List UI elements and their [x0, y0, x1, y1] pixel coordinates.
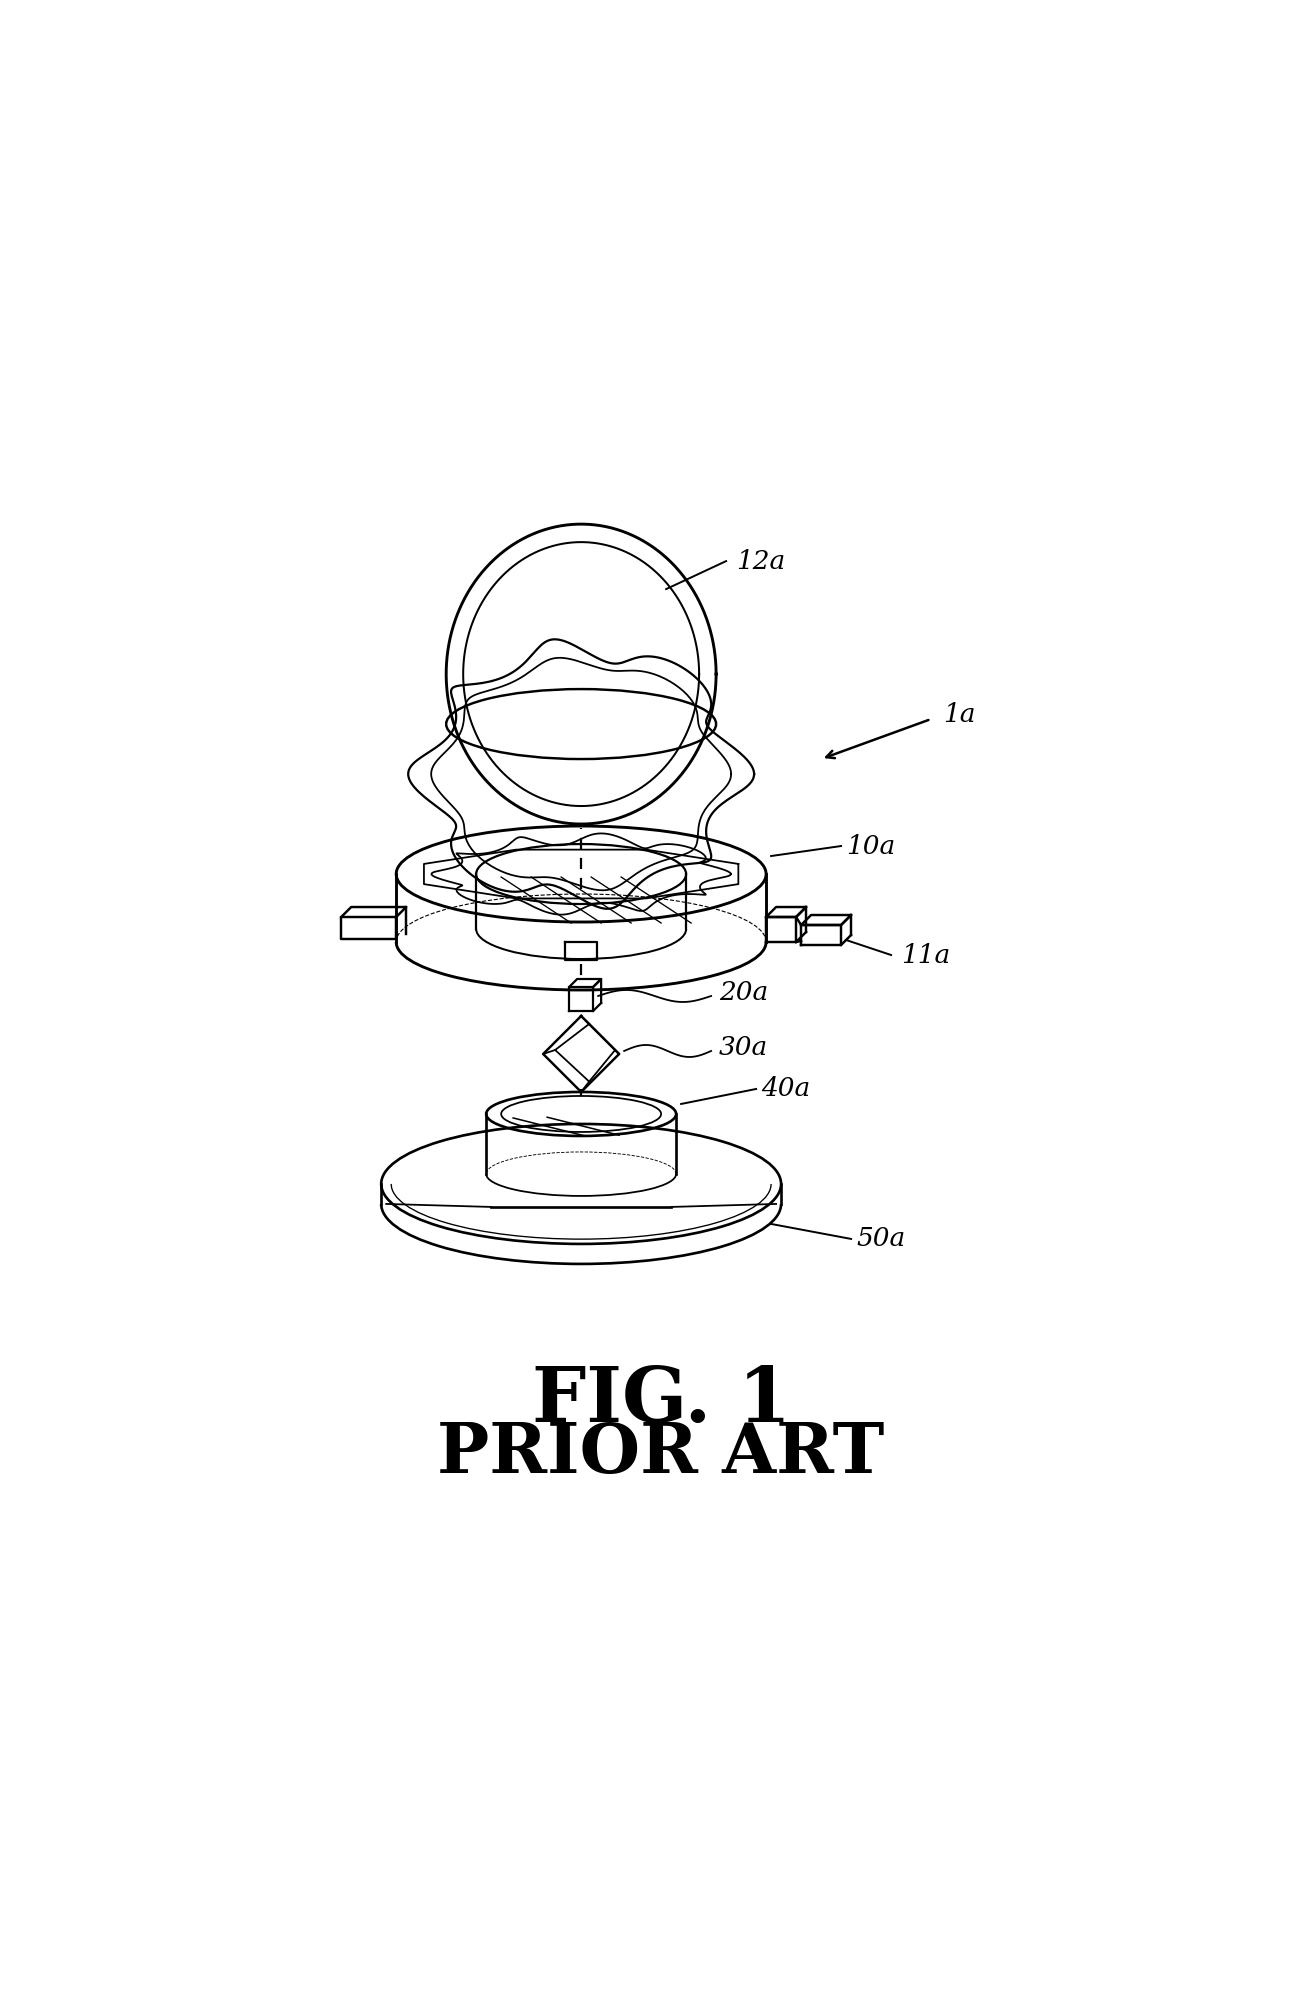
Text: 1a: 1a [943, 701, 975, 727]
Text: 12a: 12a [737, 549, 786, 573]
Text: 30a: 30a [719, 1035, 769, 1061]
Text: 20a: 20a [719, 981, 769, 1005]
Text: FIG. 1: FIG. 1 [531, 1365, 791, 1439]
Text: 40a: 40a [761, 1077, 810, 1101]
Text: 10a: 10a [846, 833, 895, 859]
Text: PRIOR ART: PRIOR ART [437, 1421, 885, 1487]
Text: 50a: 50a [857, 1227, 906, 1251]
Text: 11a: 11a [900, 943, 951, 967]
